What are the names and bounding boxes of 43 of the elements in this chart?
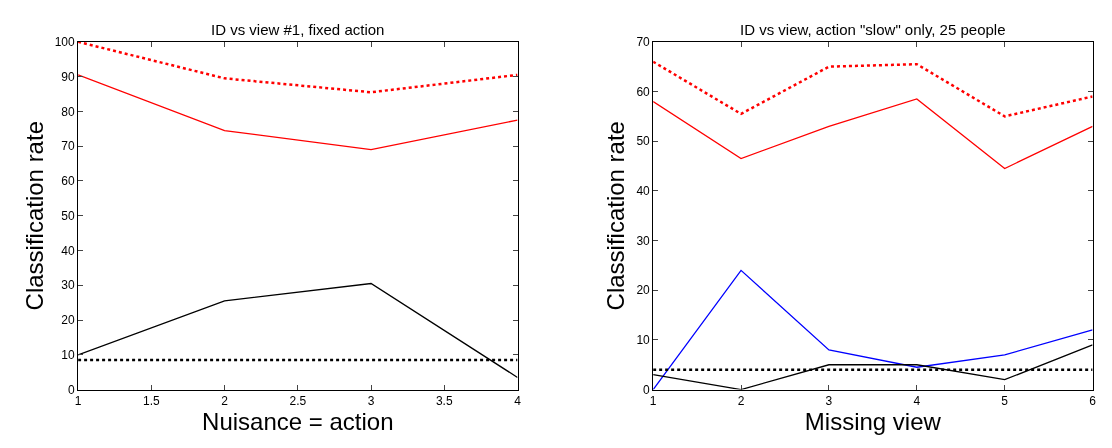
x-tick-label: 3.5	[435, 394, 453, 408]
y-tick-label: 70	[636, 35, 651, 50]
y-tick-label: 60	[61, 174, 76, 189]
y-axis-title: Classification rate	[20, 121, 48, 311]
y-tick-label: 0	[68, 382, 76, 397]
x-tick-label: 3	[367, 394, 375, 408]
x-tick-label: 4	[913, 394, 921, 408]
x-tick-label: 1.5	[143, 394, 160, 408]
y-tick-label: 10	[61, 348, 76, 363]
y-tick-label: 30	[636, 233, 651, 248]
y-tick-label: 10	[636, 333, 651, 348]
line-series	[78, 41, 518, 94]
y-tick-label: 20	[636, 283, 651, 298]
line-series	[653, 269, 1093, 390]
y-tick-label: 60	[636, 84, 651, 99]
x-axis-title: Missing view	[804, 408, 942, 435]
x-tick-label: 1	[74, 394, 82, 408]
y-tick-label: 90	[61, 69, 76, 84]
x-tick-label: 5	[1001, 394, 1009, 408]
x-tick-label: 2	[221, 394, 229, 408]
x-tick-label: 2.5	[289, 394, 307, 408]
y-tick-label: 40	[636, 184, 651, 199]
x-tick-label: 4	[514, 394, 522, 408]
x-tick-label: 3	[825, 394, 833, 408]
y-tick-label: 20	[61, 313, 76, 328]
y-tick-label: 40	[61, 243, 76, 258]
y-tick-label: 0	[643, 382, 651, 397]
y-tick-label: 100	[54, 35, 76, 50]
y-axis-title: Classification rate	[602, 121, 630, 311]
y-tick-label: 80	[61, 104, 76, 119]
chart-title: ID vs view #1, fixed action	[211, 21, 385, 38]
x-tick-label: 1	[649, 394, 657, 408]
x-tick-label: 2	[737, 394, 745, 408]
line-series	[78, 74, 518, 151]
y-tick-label: 50	[61, 208, 76, 223]
y-tick-label: 50	[636, 134, 651, 149]
line-series	[653, 60, 1093, 118]
chart-title: ID vs view, action "slow" only, 25 people	[740, 21, 1006, 38]
y-tick-label: 70	[61, 139, 76, 154]
line-series	[653, 98, 1093, 170]
x-tick-label: 6	[1089, 394, 1097, 408]
x-axis-title: Nuisance = action	[202, 408, 394, 435]
y-tick-label: 30	[61, 278, 76, 293]
